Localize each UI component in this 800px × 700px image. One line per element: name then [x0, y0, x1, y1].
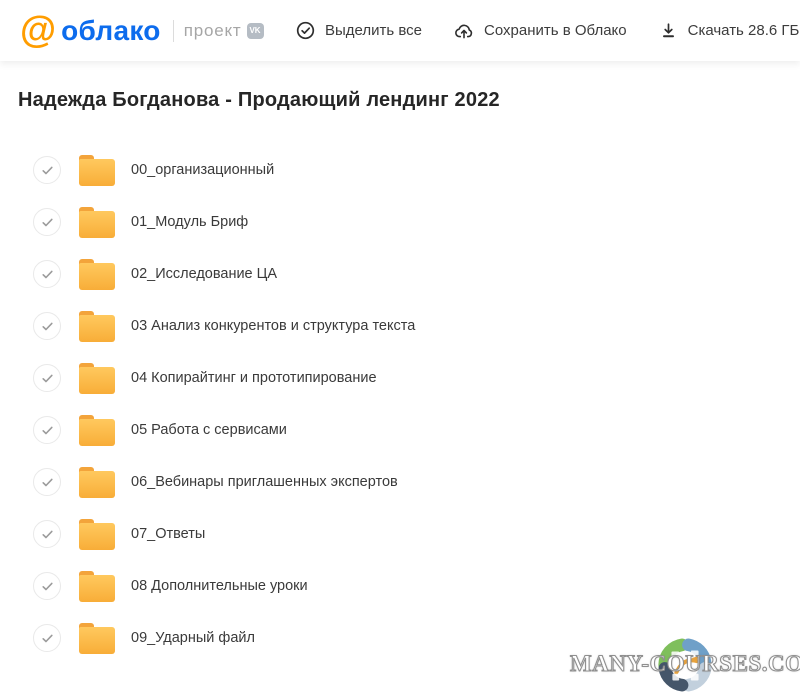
folder-name[interactable]: 05 Работа с сервисами: [131, 422, 287, 438]
folder-name[interactable]: 02_Исследование ЦА: [131, 266, 278, 282]
folder-list: 00_организационный 01_Модуль Бриф 02_Исс…: [33, 144, 782, 664]
folder-row[interactable]: 04 Копирайтинг и прототипирование: [33, 352, 782, 404]
project-label: проект: [183, 20, 242, 40]
folder-name[interactable]: 01_Модуль Бриф: [131, 214, 249, 230]
folder-row[interactable]: 07_Ответы: [33, 508, 782, 560]
select-all-button[interactable]: Выделить все: [296, 21, 422, 40]
folder-checkbox[interactable]: [33, 364, 61, 392]
folder-row[interactable]: 05 Работа с сервисами: [33, 404, 782, 456]
folder-icon: [79, 206, 115, 238]
folder-checkbox[interactable]: [33, 624, 61, 652]
checkmark-icon: [41, 530, 53, 538]
folder-icon: [79, 622, 115, 654]
folder-icon: [79, 310, 115, 342]
folder-row[interactable]: 03 Анализ конкурентов и структура текста: [33, 300, 782, 352]
main-content: Надежда Богданова - Продающий лендинг 20…: [0, 61, 800, 664]
page-title: Надежда Богданова - Продающий лендинг 20…: [18, 89, 500, 111]
folder-checkbox[interactable]: [33, 520, 61, 548]
mailru-at-icon: @: [20, 9, 57, 50]
checkmark-icon: [41, 426, 53, 434]
folder-icon: [79, 518, 115, 550]
folder-name[interactable]: 06_Вебинары приглашенных экспертов: [131, 474, 398, 490]
checkmark-icon: [41, 270, 53, 278]
logo-divider: [172, 19, 174, 42]
folder-name[interactable]: 08 Дополнительные уроки: [131, 578, 308, 594]
save-to-cloud-button[interactable]: Сохранить в Облако: [454, 21, 627, 41]
folder-checkbox[interactable]: [33, 260, 61, 288]
folder-row[interactable]: 01_Модуль Бриф: [33, 196, 782, 248]
brand-name: облако: [61, 14, 161, 46]
folder-icon: [79, 258, 115, 290]
header: @ облако проект VK Выделить все Сохранит: [0, 0, 800, 61]
checkmark-icon: [41, 218, 53, 226]
folder-name[interactable]: 04 Копирайтинг и прототипирование: [131, 370, 377, 386]
folder-name[interactable]: 00_организационный: [131, 162, 275, 178]
download-button[interactable]: Скачать 28.6 ГБ: [659, 21, 800, 40]
folder-name[interactable]: 03 Анализ конкурентов и структура текста: [131, 318, 416, 334]
folder-checkbox[interactable]: [33, 416, 61, 444]
folder-name[interactable]: 09_Ударный файл: [131, 630, 255, 646]
checkmark-icon: [41, 582, 53, 590]
header-actions: Выделить все Сохранить в Облако Скачать …: [296, 0, 799, 61]
cloud-logo[interactable]: @ облако проект VK: [20, 9, 264, 50]
folder-row[interactable]: 08 Дополнительные уроки: [33, 560, 782, 612]
folder-row[interactable]: 06_Вебинары приглашенных экспертов: [33, 456, 782, 508]
folder-name[interactable]: 07_Ответы: [131, 526, 206, 542]
checkmark-icon: [41, 166, 53, 174]
folder-checkbox[interactable]: [33, 468, 61, 496]
checkmark-icon: [41, 634, 53, 642]
cloud-upload-icon: [454, 21, 474, 41]
folder-row[interactable]: 09_Ударный файл: [33, 612, 782, 664]
save-to-cloud-label: Сохранить в Облако: [484, 22, 627, 39]
vk-icon: VK: [246, 22, 264, 39]
check-circle-icon: [296, 21, 315, 40]
select-all-label: Выделить все: [325, 22, 423, 39]
folder-row[interactable]: 02_Исследование ЦА: [33, 248, 782, 300]
folder-icon: [79, 154, 115, 186]
folder-icon: [79, 362, 115, 394]
folder-checkbox[interactable]: [33, 156, 61, 184]
folder-checkbox[interactable]: [33, 572, 61, 600]
folder-icon: [79, 570, 115, 602]
download-icon: [659, 21, 678, 40]
checkmark-icon: [41, 322, 53, 330]
folder-icon: [79, 414, 115, 446]
download-label: Скачать 28.6 ГБ: [687, 22, 800, 39]
folder-row[interactable]: 00_организационный: [33, 144, 782, 196]
checkmark-icon: [41, 374, 53, 382]
folder-checkbox[interactable]: [33, 208, 61, 236]
folder-checkbox[interactable]: [33, 312, 61, 340]
checkmark-icon: [41, 478, 53, 486]
folder-icon: [79, 466, 115, 498]
